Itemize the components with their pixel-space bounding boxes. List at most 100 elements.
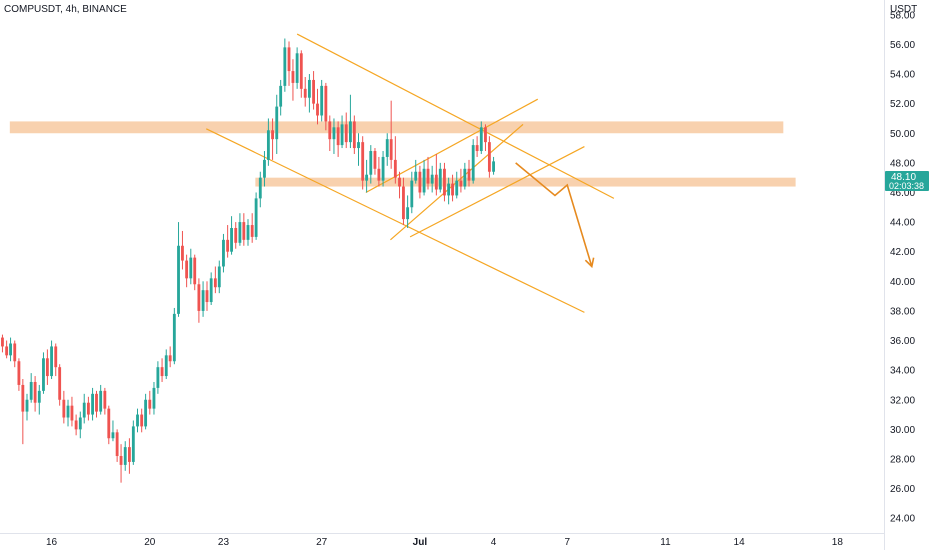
candlestick-series — [1, 38, 495, 483]
candle — [205, 281, 209, 311]
price-axis[interactable]: 24.00 26.00 28.00 30.00 32.00 34.00 36.00 38.00… — [890, 10, 915, 524]
candle — [381, 151, 385, 187]
candle-body — [82, 402, 86, 418]
candle — [103, 387, 107, 415]
candle-body — [369, 151, 373, 175]
candle-body — [275, 106, 279, 140]
candle-body — [263, 159, 266, 178]
last-price-value: 48.10 — [891, 172, 916, 183]
candle — [307, 74, 311, 113]
candle-body — [230, 228, 233, 252]
candle — [328, 115, 332, 152]
candle — [164, 349, 168, 380]
candle — [177, 222, 180, 317]
candle — [70, 396, 74, 427]
candle-body — [455, 180, 459, 196]
candle — [144, 393, 148, 430]
candle — [398, 171, 401, 199]
candle — [455, 171, 459, 199]
candle — [58, 364, 62, 406]
price-tick-label: 54.00 — [890, 70, 915, 81]
price-tick-label: 24.00 — [890, 514, 915, 525]
projection-path — [515, 162, 595, 269]
candle — [467, 159, 471, 187]
candle-body — [21, 384, 25, 412]
candle — [78, 411, 82, 439]
candle-body — [398, 177, 401, 187]
candle — [287, 41, 291, 86]
candle-body — [172, 313, 176, 362]
price-tick-label: 56.00 — [890, 40, 915, 51]
candle — [37, 384, 41, 415]
candle — [222, 233, 225, 273]
candle-body — [29, 381, 33, 400]
candle — [430, 165, 434, 193]
candle — [459, 168, 463, 193]
candle-body — [185, 260, 189, 279]
candle — [29, 373, 33, 403]
candle-body — [238, 222, 242, 243]
candle — [422, 159, 426, 196]
trendline-4 — [409, 146, 585, 238]
candle-body — [127, 447, 131, 462]
candle-body — [430, 174, 434, 184]
candle — [62, 390, 66, 424]
candle — [181, 230, 184, 270]
candle — [418, 165, 422, 199]
candle — [156, 361, 160, 394]
candle-body — [357, 142, 360, 149]
candle — [226, 225, 230, 258]
candle — [13, 340, 17, 368]
candle — [291, 59, 295, 101]
currency-label: USDT — [890, 4, 917, 15]
candle-body — [168, 355, 172, 362]
candle — [152, 381, 156, 415]
candle-body — [209, 278, 213, 303]
bar-countdown: 02:03:38 — [889, 181, 924, 191]
candle — [377, 156, 381, 187]
candle-body — [283, 47, 287, 86]
candle-body — [140, 414, 144, 427]
candle — [463, 162, 467, 190]
candle — [238, 213, 242, 246]
candle-body — [205, 290, 209, 303]
candle-body — [381, 156, 385, 181]
candle-body — [148, 399, 152, 409]
candle — [389, 100, 393, 169]
candle-body — [54, 346, 58, 368]
candle-body — [385, 139, 389, 157]
time-tick-label: 11 — [660, 537, 671, 548]
candle-body — [17, 361, 21, 385]
candle-body — [164, 355, 168, 377]
candle — [42, 352, 45, 394]
candle-body — [42, 358, 45, 391]
candle — [54, 343, 58, 377]
candle — [336, 121, 340, 157]
candle-body — [487, 142, 491, 172]
candle — [111, 420, 115, 442]
candle-body — [467, 168, 471, 181]
price-tick-label: 40.00 — [890, 277, 915, 288]
time-axis[interactable]: 16 20 23 27 Jul 4 7 11 14 18 — [46, 537, 843, 548]
candle — [74, 414, 78, 436]
candle — [283, 38, 287, 92]
candle — [312, 71, 315, 110]
candle-body — [95, 393, 98, 412]
candle — [447, 177, 451, 205]
price-tick-label: 52.00 — [890, 99, 915, 110]
time-tick-label: 18 — [832, 537, 844, 548]
candle-body — [312, 79, 315, 104]
candle-body — [447, 183, 451, 196]
candle-body — [193, 257, 197, 285]
candle — [434, 153, 438, 196]
candle-body — [131, 426, 135, 462]
candle — [487, 136, 491, 178]
candle — [5, 340, 9, 359]
candle — [365, 159, 369, 193]
time-tick-label: 4 — [491, 537, 497, 548]
candle-body — [160, 367, 164, 377]
candle-body — [62, 399, 66, 418]
candle — [299, 50, 303, 98]
candle-body — [291, 71, 295, 83]
